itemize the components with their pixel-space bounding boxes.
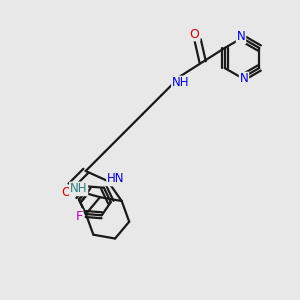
Text: NH: NH xyxy=(70,182,87,195)
Text: F: F xyxy=(75,209,82,223)
Text: N: N xyxy=(237,31,245,44)
Text: O: O xyxy=(62,185,72,199)
Text: N: N xyxy=(240,73,248,85)
Text: HN: HN xyxy=(107,172,124,185)
Text: NH: NH xyxy=(172,76,189,89)
Text: O: O xyxy=(190,28,200,40)
